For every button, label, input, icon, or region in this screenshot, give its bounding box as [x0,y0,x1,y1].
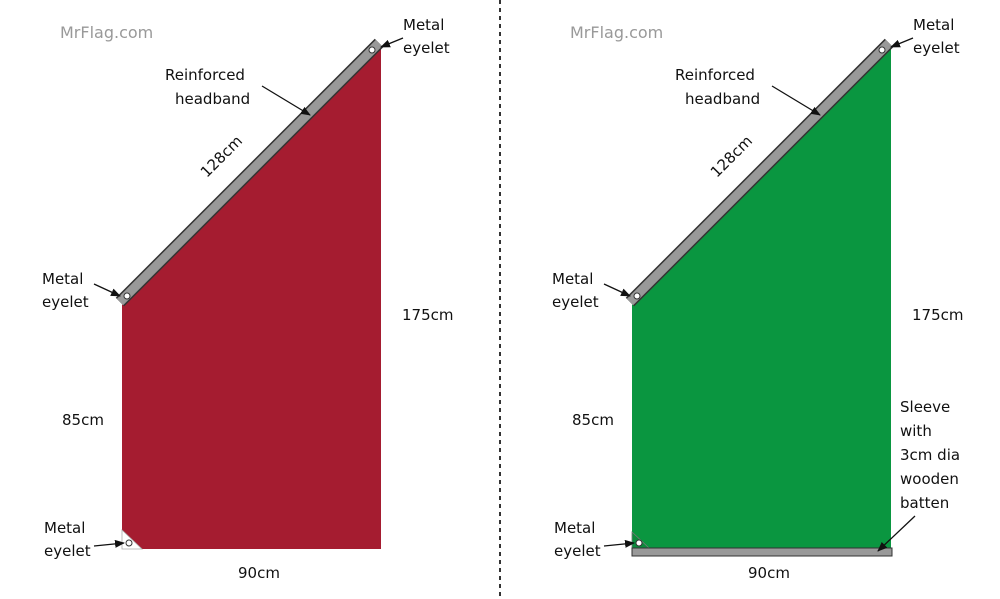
label: Sleeve [900,398,950,416]
label: with [900,422,932,440]
label: Metal [913,16,954,34]
eyelet [633,292,641,300]
eyelet [878,46,886,54]
eyelet [368,46,376,54]
dimension: 128cm [197,132,246,181]
label: 3cm dia [900,446,960,464]
arrow [603,283,631,297]
label: eyelet [44,542,91,560]
label: Metal [403,16,444,34]
label: Reinforced [675,66,755,84]
eyelet [125,539,133,547]
label: batten [900,494,949,512]
label: Reinforced [165,66,245,84]
eyelet [635,539,643,547]
label: eyelet [552,293,599,311]
label: headband [175,90,250,108]
headband [626,39,893,306]
eyelet [123,292,131,300]
dimension: 90cm [238,564,280,582]
watermark: MrFlag.com [60,23,153,42]
dimension: 175cm [912,306,964,324]
flag [122,47,381,549]
dimension: 85cm [572,411,614,429]
panel-red: MrFlag.com Metal eyelet Reinforced headb… [42,16,454,582]
label: eyelet [42,293,89,311]
label: headband [685,90,760,108]
flag [632,47,891,549]
label: Metal [44,519,85,537]
arrow [877,515,916,552]
arrow [93,283,121,297]
label: Metal [554,519,595,537]
arrow [603,539,635,548]
arrow [261,85,311,116]
label: wooden [900,470,959,488]
dimension: 175cm [402,306,454,324]
label: Metal [552,270,593,288]
headband [116,39,383,306]
panel-green: MrFlag.com Metal eyelet Reinforced headb… [552,16,964,582]
dimension: 85cm [62,411,104,429]
arrow [771,85,821,116]
arrow [380,37,404,48]
watermark: MrFlag.com [570,23,663,42]
label: eyelet [554,542,601,560]
label: eyelet [403,39,450,57]
arrow [890,37,914,48]
dimension: 90cm [748,564,790,582]
arrow [93,539,125,548]
dimension: 128cm [707,132,756,181]
label: Metal [42,270,83,288]
label: eyelet [913,39,960,57]
sleeve [631,547,893,557]
